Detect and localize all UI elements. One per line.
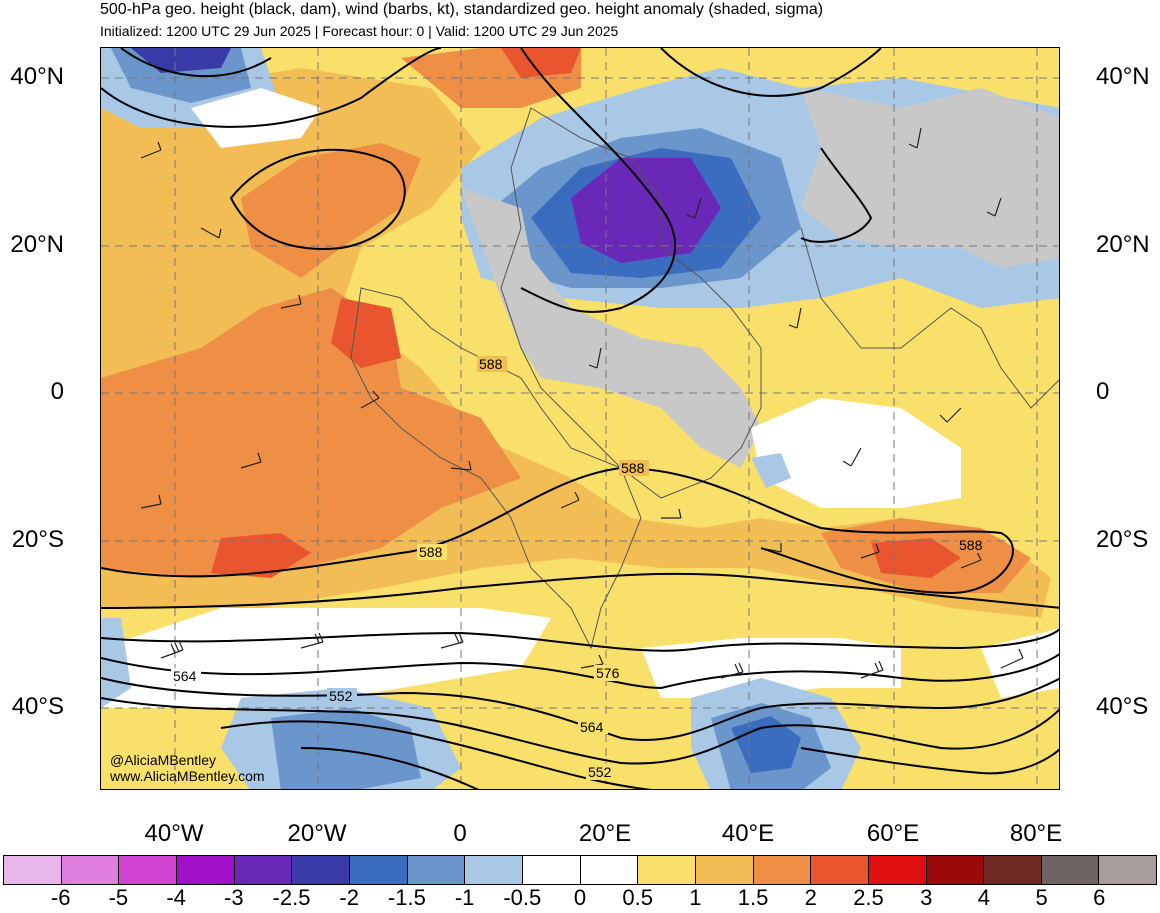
map-panel: 588 588 588 588 576 564 552 564 552 [100, 47, 1060, 790]
colorbar-label: 0.5 [622, 885, 653, 910]
colorbar-swatch [176, 856, 235, 884]
lat-label: 20°N [10, 231, 64, 258]
colorbar-swatch [407, 856, 466, 884]
lat-label: 40°N [10, 63, 64, 90]
colorbar-swatch [1041, 856, 1100, 884]
colorbar-label: -1.5 [387, 885, 426, 910]
colorbar-swatch [522, 856, 581, 884]
lat-label: 40°S [1096, 693, 1149, 720]
contour-label: 552 [329, 688, 353, 704]
anomaly-region [981, 628, 1059, 698]
colorbar-label: -2 [339, 885, 359, 910]
contour-label: 588 [479, 356, 503, 372]
colorbar-label: -3 [224, 885, 244, 910]
colorbar-swatch [1099, 856, 1157, 884]
lat-label: 20°S [11, 526, 64, 553]
map-subtitle: Initialized: 1200 UTC 29 Jun 2025 | Fore… [100, 23, 619, 39]
contour-label: 564 [173, 668, 197, 684]
colorbar-swatch [580, 856, 639, 884]
colorbar-swatch [234, 856, 293, 884]
lon-label: 20°W [287, 820, 347, 847]
lon-label: 60°E [866, 820, 920, 847]
lat-label: 40°S [11, 693, 64, 720]
colorbar-swatch [292, 856, 350, 884]
colorbar-swatch [753, 856, 812, 884]
contour-label: 552 [588, 764, 612, 780]
colorbar-label: 3 [920, 885, 933, 910]
colorbar-label: -5 [108, 885, 129, 910]
masked-land [801, 88, 1059, 268]
anomaly-region [331, 298, 401, 368]
contour-label: 588 [959, 537, 983, 553]
lat-label: 20°S [1096, 526, 1149, 553]
colorbar-swatch [61, 856, 120, 884]
colorbar-swatch [984, 856, 1042, 884]
colorbar-label: 2.5 [853, 885, 884, 910]
colorbar-swatch [811, 856, 869, 884]
anomaly-region [191, 88, 321, 148]
wind-barbs [140, 127, 1024, 679]
colorbar-swatch [465, 856, 523, 884]
colorbar-label: 5 [1035, 885, 1048, 910]
lon-label: 80°E [1009, 820, 1063, 847]
colorbar-label: 4 [977, 885, 991, 910]
lat-label: 20°N [1096, 231, 1150, 258]
colorbar-label: 6 [1093, 885, 1106, 910]
colorbar-swatch [868, 856, 927, 884]
anomaly-region [751, 398, 961, 508]
anomaly-region [751, 453, 791, 488]
colorbar-label: -0.5 [503, 885, 542, 910]
anomaly-region [571, 158, 721, 263]
colorbar-swatch [638, 856, 696, 884]
colorbar-swatch [119, 856, 177, 884]
height-contours [101, 48, 1059, 789]
lat-label: 0 [1096, 378, 1110, 405]
credit-site: www.AliciaMBentley.com [110, 768, 265, 784]
contour-label: 588 [621, 460, 645, 476]
colorbar-label: -4 [166, 885, 186, 910]
colorbar-label: -6 [50, 885, 71, 910]
contour-label: 564 [580, 719, 604, 735]
colorbar-swatch [926, 856, 985, 884]
colorbar-swatch [4, 856, 62, 884]
colorbar-label: 2 [804, 885, 817, 910]
credit-handle: @AliciaMBentley [110, 752, 217, 768]
colorbar-swatch [695, 856, 754, 884]
colorbar-label: 0 [573, 885, 587, 910]
colorbar-label: -1 [454, 885, 475, 910]
lat-label: 40°N [1096, 63, 1150, 90]
anomaly-region [501, 48, 581, 78]
anomaly-region [731, 716, 801, 773]
lon-label: 40°W [144, 820, 204, 847]
masked-land [461, 188, 761, 468]
contour-label: 576 [596, 665, 620, 681]
colorbar [3, 855, 1157, 885]
colorbar-label: 1.5 [737, 885, 769, 910]
colorbar-label: -2.5 [272, 885, 311, 910]
contour-label: 588 [419, 544, 443, 560]
anomaly-region [101, 288, 521, 578]
lon-label: 20°E [578, 820, 632, 847]
contour-labels: 588 588 588 588 576 564 552 564 552 [171, 356, 987, 780]
anomaly-region [211, 533, 311, 578]
lon-label: 40°E [721, 820, 775, 847]
anomaly-region [641, 638, 901, 698]
map-canvas: 588 588 588 588 576 564 552 564 552 [101, 48, 1059, 789]
map-title: 500-hPa geo. height (black, dam), wind (… [100, 1, 824, 18]
colorbar-label: 1 [689, 885, 702, 910]
colorbar-swatch [349, 856, 408, 884]
lat-label: 0 [50, 378, 64, 405]
lon-label: 0 [453, 820, 467, 847]
